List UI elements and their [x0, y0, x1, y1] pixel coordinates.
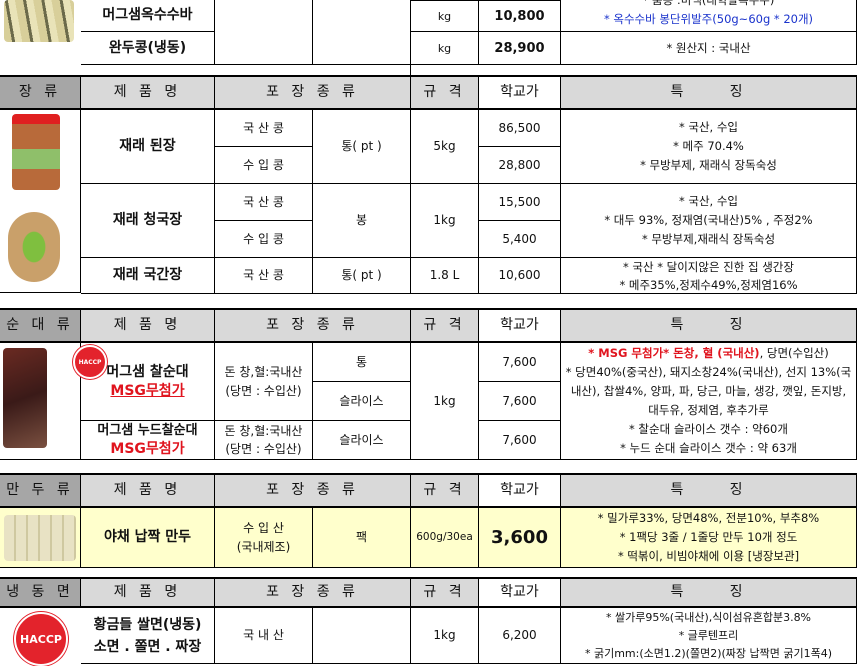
haccp-logo: HACCP — [73, 345, 107, 379]
peas-spec: kg — [411, 32, 479, 65]
category-jang: 장 류 — [0, 75, 81, 110]
sundae-spec: 1kg — [411, 343, 479, 460]
gukganjang-name: 재래 국간장 — [81, 258, 215, 294]
cheonggukjang-opt1: 국 산 콩 — [215, 184, 313, 221]
cheonggukjang-features: * 국산, 수입 * 대두 93%, 정재염(국내산)5% , 주정2% * 무방부… — [561, 184, 857, 258]
header-name: 제 품 명 — [81, 473, 215, 508]
doenjang-price1: 86,500 — [479, 110, 561, 147]
sundae-images — [0, 343, 81, 460]
header-features: 특 징 — [561, 577, 857, 608]
header-name: 제 품 명 — [81, 308, 215, 343]
corn-bar-price: 10,800 — [479, 0, 561, 32]
mandu-name: 야채 납짝 만두 — [81, 508, 215, 568]
chal-sundae-origin: 돈 창,혈:국내산 (당면 : 수입산) — [215, 343, 313, 421]
chal-sundae-name: 머그샘 찰순대 MSG무첨가 — [81, 343, 215, 421]
mandu-pack: 팩 — [313, 508, 411, 568]
nude-sundae-origin: 돈 창,혈:국내산 (당면 : 수입산) — [215, 421, 313, 460]
doenjang-opt2: 수 입 콩 — [215, 147, 313, 184]
nude-sundae-price: 7,600 — [479, 421, 561, 460]
msg-free-label: MSG무첨가 — [110, 382, 185, 399]
haccp-logo: HACCP — [14, 612, 68, 666]
sundae-image — [3, 348, 47, 448]
header-pack: 포 장 종 류 — [215, 75, 411, 110]
feature-line: * 품종 :미백(대학찰옥수수) — [643, 0, 775, 10]
mandu-price: 3,600 — [479, 508, 561, 568]
gukganjang-pack: 통( pt ) — [313, 258, 411, 294]
mandu-image — [4, 514, 76, 561]
header-name: 제 품 명 — [81, 75, 215, 110]
mandu-image-cell — [0, 508, 81, 568]
chal-sundae-pack1: 통 — [313, 343, 411, 382]
doenjang-price2: 28,800 — [479, 147, 561, 184]
mandu-spec: 600g/30ea — [411, 508, 479, 568]
corn-bar-name: 머그샘옥수수바 — [81, 0, 215, 32]
noodle-pack — [313, 608, 411, 664]
doenjang-opt1: 국 산 콩 — [215, 110, 313, 147]
peas-features: * 원산지 : 국내산 — [561, 32, 857, 65]
corn-bar-image — [4, 0, 74, 42]
noodle-price: 6,200 — [479, 608, 561, 664]
category-sundae: 순 대 류 — [0, 308, 81, 343]
cheonggukjang-spec: 1kg — [411, 184, 479, 258]
cheonggukjang-price2: 5,400 — [479, 221, 561, 258]
header-features: 특 징 — [561, 75, 857, 110]
top-pack2 — [313, 0, 411, 65]
header-pack: 포 장 종 류 — [215, 473, 411, 508]
peas-name: 완두콩(냉동) — [81, 32, 215, 65]
gukganjang-features: * 국산 * 달이지않은 진한 집 생간장 * 메주35%,정제수49%,정제염1… — [561, 258, 857, 294]
nude-sundae-pack: 슬라이스 — [313, 421, 411, 460]
spacer — [81, 65, 411, 77]
corn-bar-features: * 품종 :미백(대학찰옥수수)* 옥수수바 봉단위발주(50g~60g * 2… — [561, 0, 857, 32]
doenjang-features: * 국산, 수입 * 메주 70.4% * 무방부제, 재래식 장독숙성 — [561, 110, 857, 184]
noodle-spec: 1kg — [411, 608, 479, 664]
top-pack1 — [215, 0, 313, 65]
sundae-features: * MSG 무첨가* 돈창, 혈 (국내산), 당면(수입산) * 당면40%(중… — [561, 343, 857, 460]
header-pack: 포 장 종 류 — [215, 308, 411, 343]
header-pack: 포 장 종 류 — [215, 577, 411, 608]
header-spec: 규 격 — [411, 75, 479, 110]
cheonggukjang-price1: 15,500 — [479, 184, 561, 221]
doenjang-name: 재래 된장 — [81, 110, 215, 184]
peas-price: 28,900 — [479, 32, 561, 65]
gukganjang-spec: 1.8 L — [411, 258, 479, 294]
noodle-features: * 쌀가루95%(국내산),식이섬유혼합분3.8% * 글루텐프리 * 굵기mm:(… — [561, 608, 857, 664]
nude-sundae-name: 머그샘 누드찰순대 MSG무첨가 — [81, 421, 215, 460]
header-spec: 규 격 — [411, 308, 479, 343]
jang-images — [0, 110, 81, 293]
header-spec: 규 격 — [411, 577, 479, 608]
gukganjang-opt1: 국 산 콩 — [215, 258, 313, 294]
header-price: 학교가 — [479, 308, 561, 343]
corn-bar-spec: kg — [411, 0, 479, 32]
header-features: 특 징 — [561, 473, 857, 508]
cheonggukjang-opt2: 수 입 콩 — [215, 221, 313, 258]
mandu-origin: 수 입 산 (국내제조) — [215, 508, 313, 568]
header-features: 특 징 — [561, 308, 857, 343]
cheonggukjang-pack: 봉 — [313, 184, 411, 258]
header-spec: 규 격 — [411, 473, 479, 508]
cheonggukjang-name: 재래 청국장 — [81, 184, 215, 258]
doenjang-pack: 통( pt ) — [313, 110, 411, 184]
chal-sundae-pack2: 슬라이스 — [313, 382, 411, 421]
mandu-features: * 밀가루33%, 당면48%, 전분10%, 부추8% * 1팩당 3줄 / 1… — [561, 508, 857, 568]
feature-line: * 옥수수바 봉단위발주(50g~60g * 20개) — [603, 11, 814, 26]
header-name: 제 품 명 — [81, 577, 215, 608]
cheonggukjang-image — [8, 212, 60, 282]
category-mandu: 만 두 류 — [0, 473, 81, 508]
header-price: 학교가 — [479, 75, 561, 110]
doenjang-spec: 5kg — [411, 110, 479, 184]
doenjang-image — [12, 114, 60, 190]
header-price: 학교가 — [479, 473, 561, 508]
noodle-name: 황금들 쌀면(냉동) 소면 . 쫄면 . 짜장 — [81, 608, 215, 664]
header-price: 학교가 — [479, 577, 561, 608]
noodle-origin: 국 내 산 — [215, 608, 313, 664]
chal-sundae-price2: 7,600 — [479, 382, 561, 421]
msg-free-label: MSG무첨가 — [110, 441, 185, 457]
category-noodle: 냉 동 면 — [0, 577, 81, 608]
chal-sundae-price1: 7,600 — [479, 343, 561, 382]
gukganjang-price: 10,600 — [479, 258, 561, 294]
